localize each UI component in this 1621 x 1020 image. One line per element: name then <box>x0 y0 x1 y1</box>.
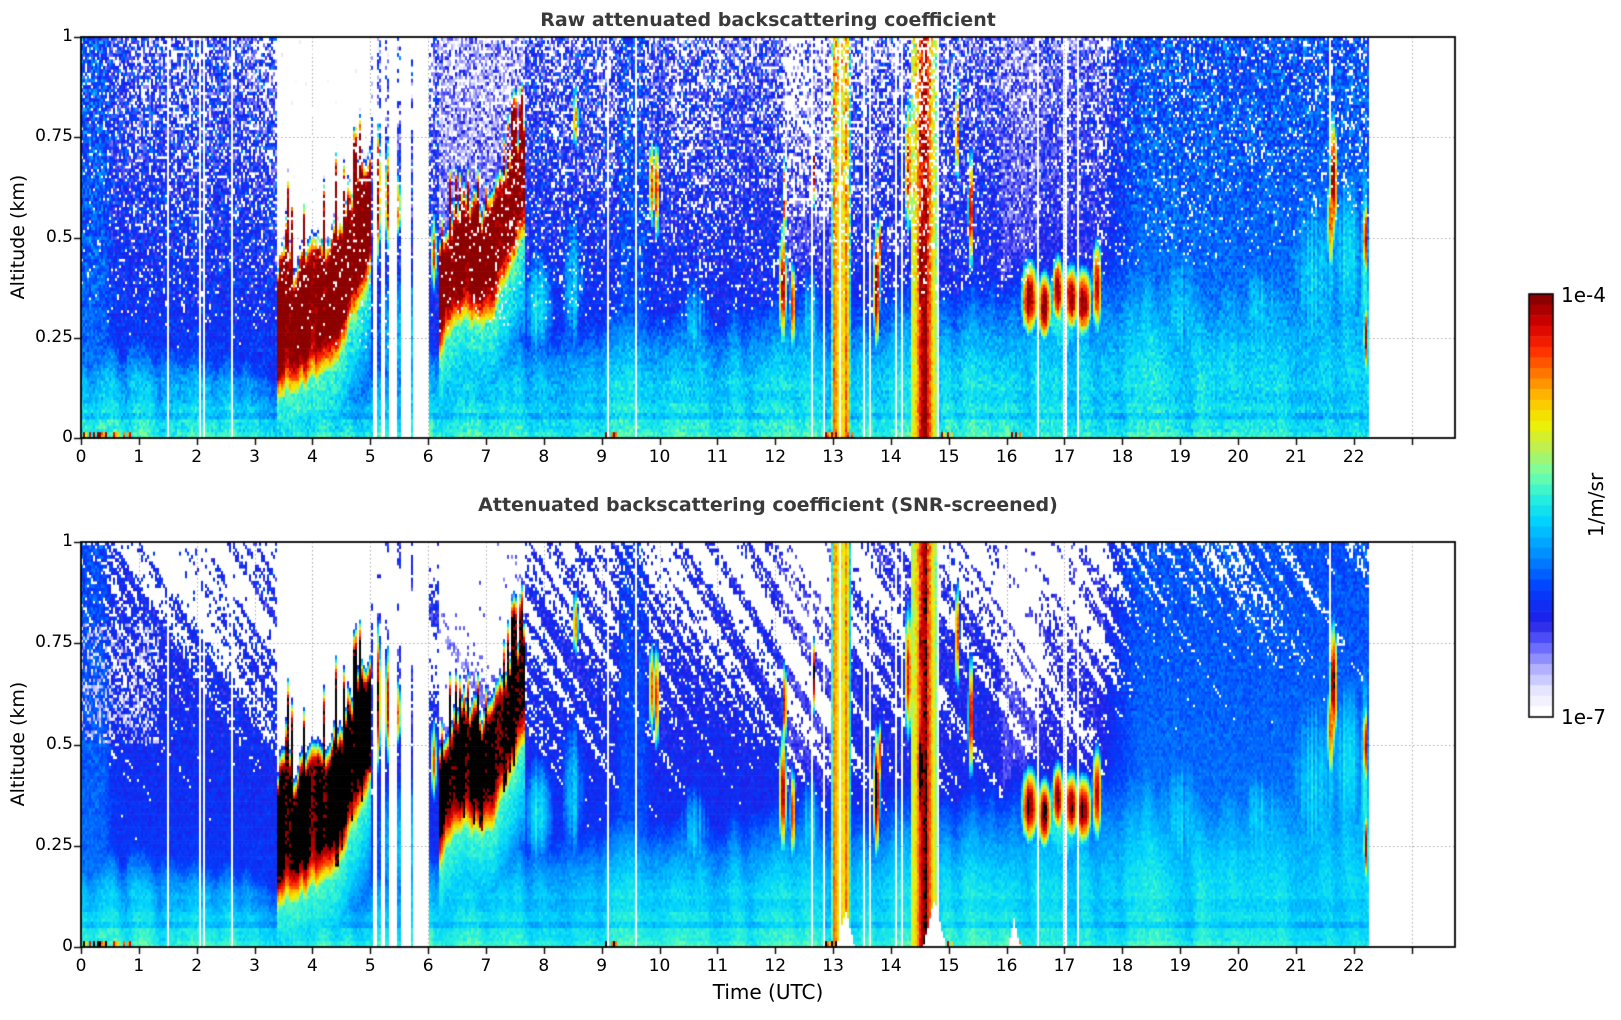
y-tick-label: 0.5 <box>45 226 73 247</box>
x-tick-label: 18 <box>1111 956 1134 976</box>
y-tick-label: 0.75 <box>35 632 73 653</box>
x-tick-label: 10 <box>648 447 671 467</box>
x-tick-label: 13 <box>822 956 844 976</box>
x-tick-label: 15 <box>937 447 960 467</box>
x-tick-label: 1 <box>133 956 145 976</box>
x-tick-label: 22 <box>1342 447 1365 467</box>
x-tick-label: 1 <box>133 447 145 467</box>
x-tick-label: 19 <box>1169 956 1191 976</box>
x-axis-label: Time (UTC) <box>712 980 824 1004</box>
panel-title-raw: Raw attenuated backscattering coefficien… <box>540 9 996 31</box>
x-tick-label: 3 <box>249 956 260 976</box>
x-tick-label: 20 <box>1227 956 1249 976</box>
x-tick-label: 2 <box>191 956 203 976</box>
x-tick-label: 11 <box>706 956 729 976</box>
x-tick-label: 10 <box>648 956 671 976</box>
x-tick-label: 6 <box>422 956 434 976</box>
y-tick-label: 0.75 <box>35 126 73 147</box>
x-tick-label: 2 <box>191 447 203 467</box>
x-tick-label: 14 <box>880 956 902 976</box>
colorbar-min-label: 1e-7 <box>1561 705 1606 729</box>
x-tick-label: 16 <box>995 956 1018 976</box>
x-tick-label: 17 <box>1053 956 1076 976</box>
x-tick-label: 12 <box>764 447 787 467</box>
x-tick-label: 19 <box>1169 447 1191 467</box>
x-tick-label: 21 <box>1285 956 1307 976</box>
x-tick-label: 5 <box>364 447 376 467</box>
x-tick-label: 13 <box>822 447 844 467</box>
y-tick-label: 0.25 <box>35 834 73 855</box>
x-tick-label: 16 <box>995 447 1018 467</box>
x-tick-label: 11 <box>706 447 729 467</box>
x-tick-label: 9 <box>596 956 608 976</box>
colorbar-unit-label: 1/m/sr <box>1584 472 1608 538</box>
y-tick-label: 1 <box>62 26 73 46</box>
x-tick-label: 5 <box>364 956 376 976</box>
y-tick-label: 0.25 <box>35 326 73 347</box>
x-tick-label: 7 <box>480 956 492 976</box>
y-tick-label: 0.5 <box>45 733 73 754</box>
x-tick-label: 17 <box>1053 447 1076 467</box>
x-tick-label: 22 <box>1342 956 1365 976</box>
x-tick-label: 20 <box>1227 447 1249 467</box>
x-tick-label: 14 <box>880 447 902 467</box>
y-tick-label: 0 <box>62 936 73 956</box>
x-tick-label: 8 <box>538 447 550 467</box>
x-tick-label: 4 <box>306 956 318 976</box>
x-tick-label: 0 <box>75 447 87 467</box>
x-tick-label: 18 <box>1111 447 1134 467</box>
x-tick-label: 4 <box>306 447 318 467</box>
y-tick-label: 0 <box>62 427 73 447</box>
x-tick-label: 7 <box>480 447 492 467</box>
x-tick-label: 8 <box>538 956 550 976</box>
x-tick-label: 9 <box>596 447 608 467</box>
y-tick-label: 1 <box>62 531 73 551</box>
x-tick-label: 15 <box>937 956 960 976</box>
colorbar-max-label: 1e-4 <box>1561 283 1606 307</box>
panel-title-screened: Attenuated backscattering coefficient (S… <box>478 494 1058 516</box>
x-tick-label: 6 <box>422 447 434 467</box>
x-tick-label: 0 <box>75 956 87 976</box>
x-tick-label: 21 <box>1285 447 1307 467</box>
x-tick-label: 3 <box>249 447 260 467</box>
x-tick-label: 12 <box>764 956 787 976</box>
